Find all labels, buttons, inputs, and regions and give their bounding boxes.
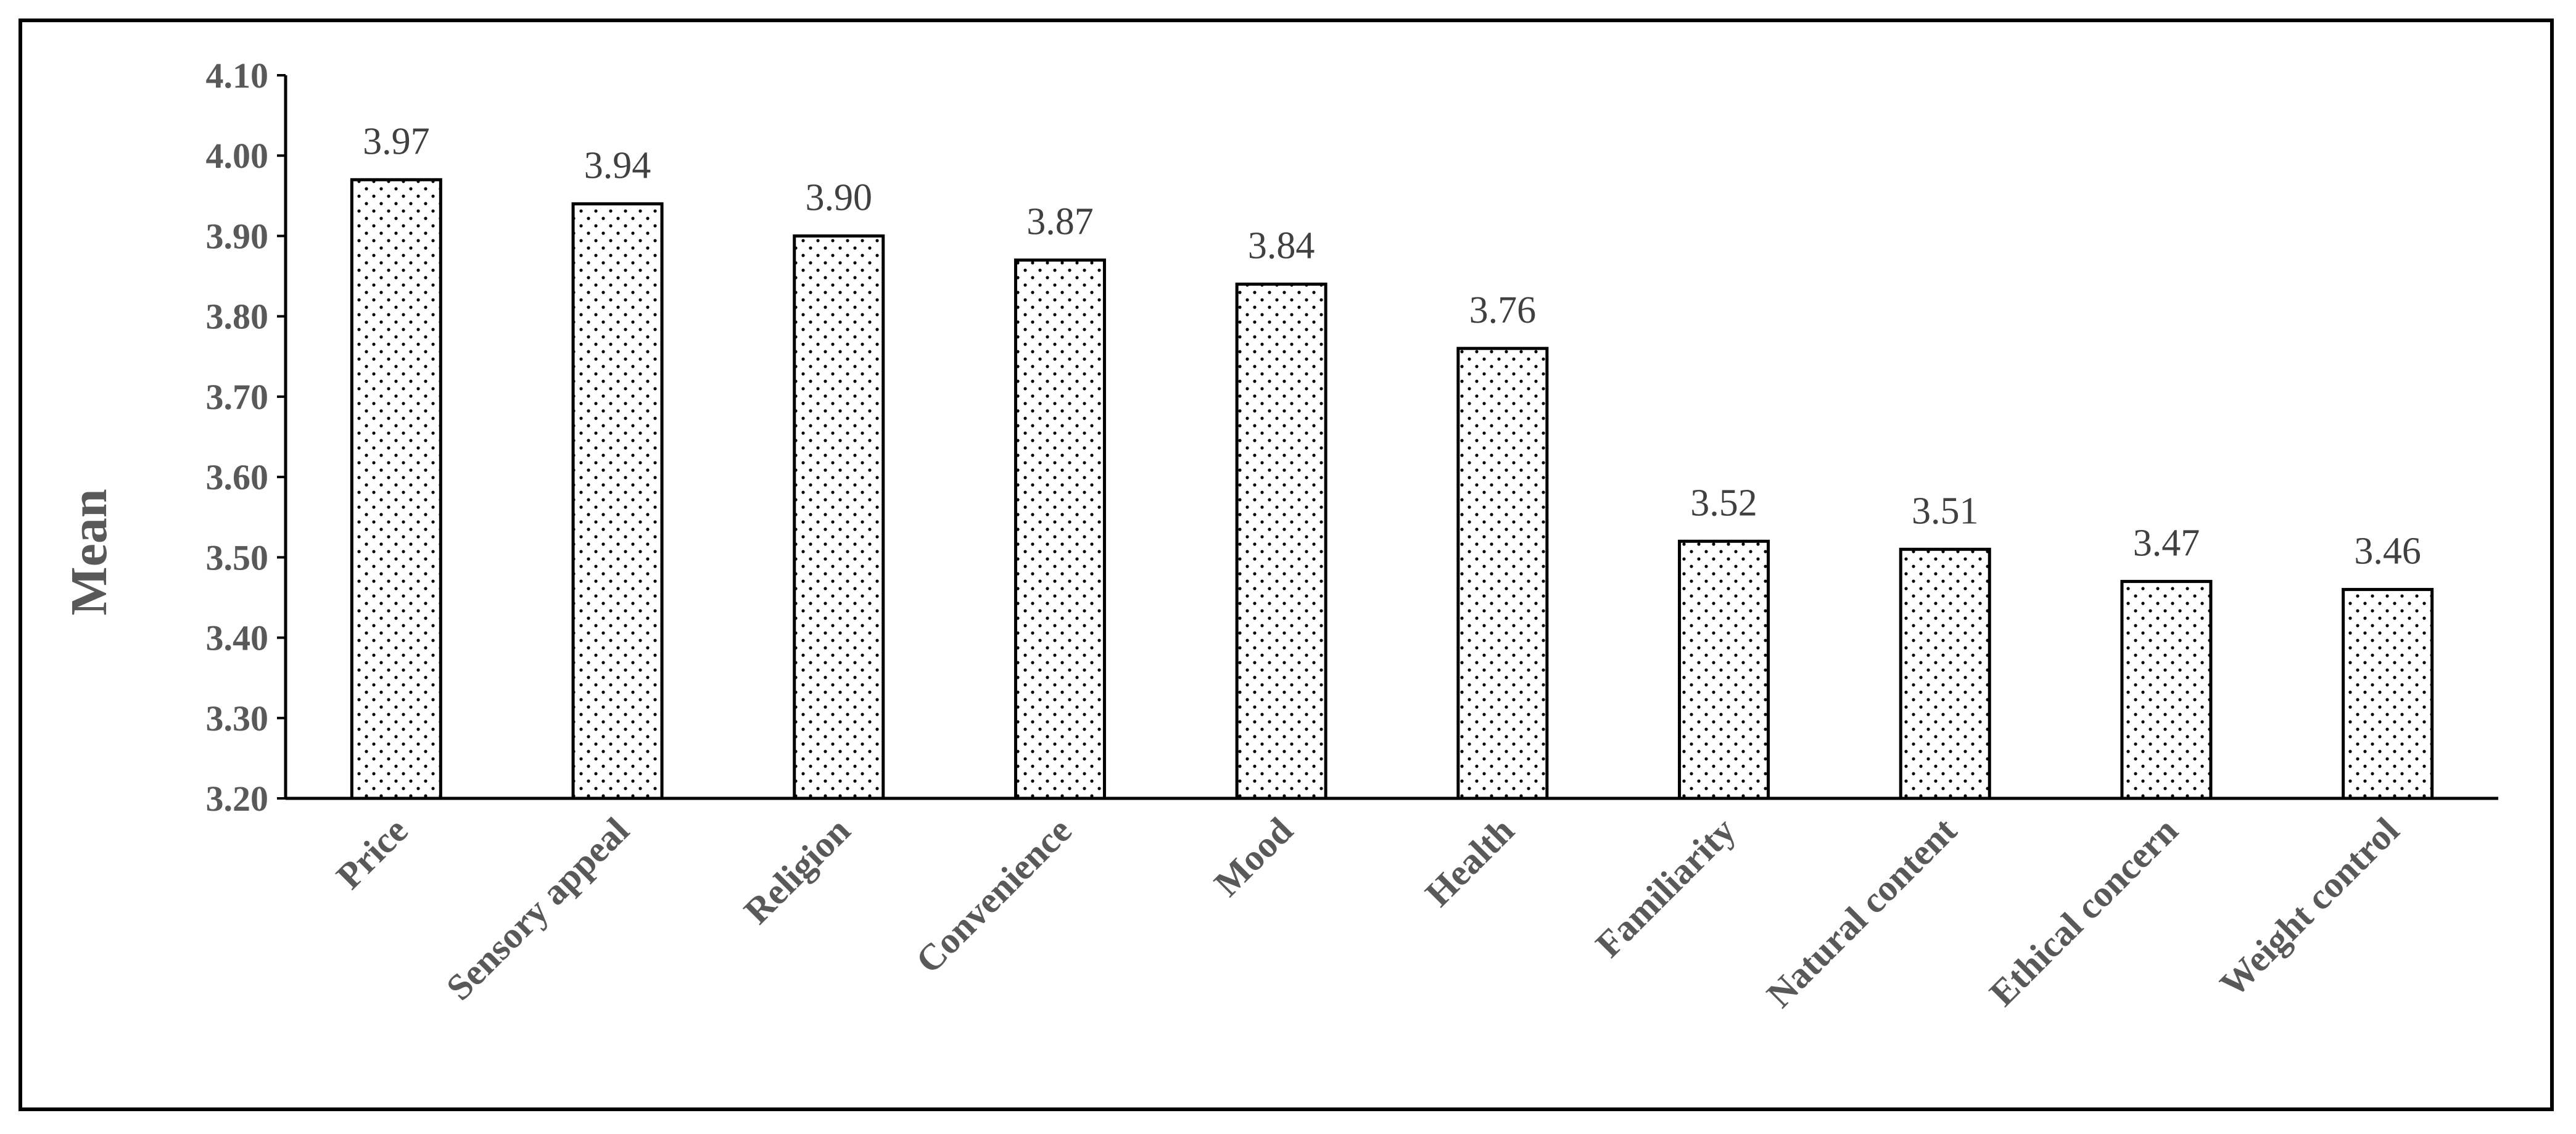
category-label: Price bbox=[329, 810, 416, 897]
category-label: Natural content bbox=[1759, 810, 1964, 1016]
data-label: 3.94 bbox=[584, 144, 651, 186]
data-label: 3.84 bbox=[1248, 225, 1315, 267]
data-label: 3.87 bbox=[1026, 201, 1094, 243]
category-label: Sensory appeal bbox=[439, 810, 637, 1008]
bar bbox=[350, 178, 442, 800]
y-tick-label: 3.30 bbox=[206, 698, 269, 739]
y-tick-label: 3.60 bbox=[206, 457, 269, 497]
bar bbox=[2342, 587, 2434, 800]
category-label: Health bbox=[1418, 810, 1522, 914]
y-tick-label: 3.70 bbox=[206, 377, 269, 417]
data-label: 3.47 bbox=[2133, 522, 2200, 564]
y-tick-label: 3.50 bbox=[206, 537, 269, 577]
bar bbox=[793, 234, 885, 800]
data-label: 3.97 bbox=[363, 120, 430, 162]
category-label: Familiarity bbox=[1588, 810, 1743, 966]
data-label: 3.51 bbox=[1912, 490, 1979, 532]
bar bbox=[1235, 283, 1327, 800]
y-tick-label: 3.90 bbox=[206, 216, 269, 256]
category-label: Religion bbox=[736, 810, 858, 932]
data-label: 3.90 bbox=[806, 176, 873, 218]
category-label: Weight control bbox=[2212, 810, 2407, 1005]
bar bbox=[1899, 547, 1991, 800]
y-tick-label: 3.80 bbox=[206, 297, 269, 337]
category-label: Ethical concern bbox=[1981, 810, 2186, 1014]
bar bbox=[1456, 347, 1549, 800]
bar bbox=[1678, 539, 1770, 800]
data-label: 3.46 bbox=[2354, 530, 2421, 572]
data-label: 3.76 bbox=[1469, 289, 1537, 331]
data-label: 3.52 bbox=[1690, 482, 1757, 524]
category-label: Mood bbox=[1207, 810, 1301, 904]
y-tick-label: 4.00 bbox=[206, 136, 269, 176]
category-label: Convenience bbox=[908, 810, 1080, 982]
y-tick-label: 3.40 bbox=[206, 618, 269, 658]
y-axis-title: Mean bbox=[60, 489, 118, 615]
bar bbox=[2120, 579, 2213, 800]
bar bbox=[1013, 259, 1106, 800]
bar bbox=[571, 202, 664, 800]
y-tick-label: 3.20 bbox=[206, 779, 269, 819]
y-tick-label: 4.10 bbox=[206, 56, 269, 96]
